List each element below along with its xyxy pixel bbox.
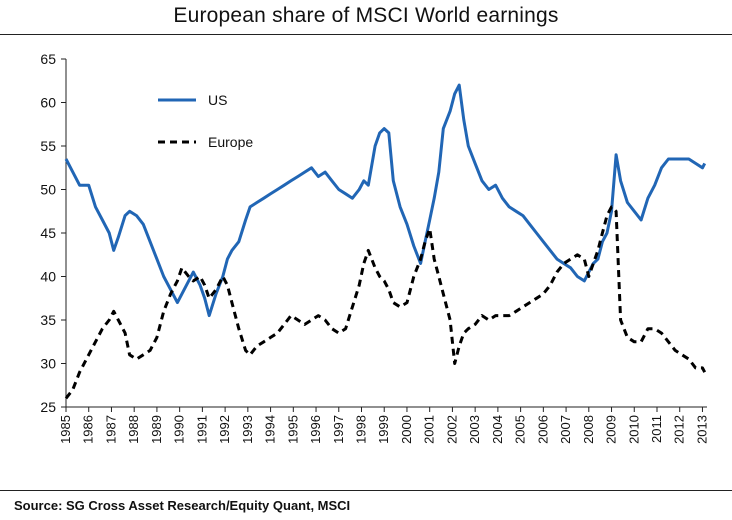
source-note: Source: SG Cross Asset Research/Equity Q… — [14, 498, 351, 513]
x-tick-label: 1996 — [308, 415, 323, 444]
x-tick-label: 1998 — [353, 415, 368, 444]
y-tick-label: 50 — [40, 182, 56, 198]
y-tick-label: 45 — [40, 225, 56, 241]
legend-label-us: US — [208, 92, 227, 108]
x-tick-label: 1994 — [263, 415, 278, 444]
x-tick-label: 1993 — [240, 415, 255, 444]
x-tick-label: 2001 — [422, 415, 437, 444]
y-axis-ticks: 25 30 35 40 45 50 55 60 65 — [40, 51, 66, 415]
x-tick-label: 1988 — [126, 415, 141, 444]
x-tick-label: 2004 — [490, 415, 505, 444]
x-tick-label: 2007 — [558, 415, 573, 444]
x-tick-label: 1986 — [81, 415, 96, 444]
x-tick-label: 2005 — [513, 415, 528, 444]
series-line-us — [64, 83, 707, 318]
chart-series — [64, 83, 707, 400]
y-tick-label: 55 — [40, 138, 56, 154]
x-tick-label: 2009 — [604, 415, 619, 444]
series-line-europe — [64, 205, 707, 400]
x-tick-label: 2013 — [694, 415, 709, 444]
x-tick-label: 1991 — [194, 415, 209, 444]
legend-label-europe: Europe — [208, 134, 253, 150]
x-tick-label: 1992 — [217, 415, 232, 444]
y-tick-label: 35 — [40, 312, 56, 328]
x-tick-label: 2002 — [444, 415, 459, 444]
x-tick-label: 1985 — [58, 415, 73, 444]
title-divider — [0, 34, 732, 35]
x-tick-label: 1999 — [376, 415, 391, 444]
y-tick-label: 60 — [40, 95, 56, 111]
x-tick-label: 2006 — [535, 415, 550, 444]
x-tick-label: 2011 — [649, 415, 664, 443]
x-tick-label: 1990 — [172, 415, 187, 444]
x-axis-ticks: 1985 1986 1987 1988 1989 1990 1991 1992 1993 1994… — [58, 407, 709, 444]
y-tick-label: 30 — [40, 356, 56, 372]
x-tick-label: 2010 — [626, 415, 641, 444]
x-tick-label: 2012 — [672, 415, 687, 444]
x-tick-label: 1987 — [103, 415, 118, 444]
x-tick-label: 1997 — [331, 415, 346, 444]
chart-title: European share of MSCI World earnings — [173, 4, 559, 27]
x-tick-label: 2000 — [399, 415, 414, 444]
source-divider — [0, 490, 732, 491]
y-tick-label: 65 — [40, 51, 56, 67]
y-tick-label: 25 — [40, 399, 56, 415]
x-tick-label: 1989 — [149, 415, 164, 444]
y-tick-label: 40 — [40, 269, 56, 285]
x-tick-label: 2008 — [581, 415, 596, 444]
chart-legend: US Europe — [158, 92, 253, 150]
chart-axes — [65, 59, 707, 408]
x-tick-label: 2003 — [467, 415, 482, 444]
x-tick-label: 1995 — [285, 415, 300, 444]
